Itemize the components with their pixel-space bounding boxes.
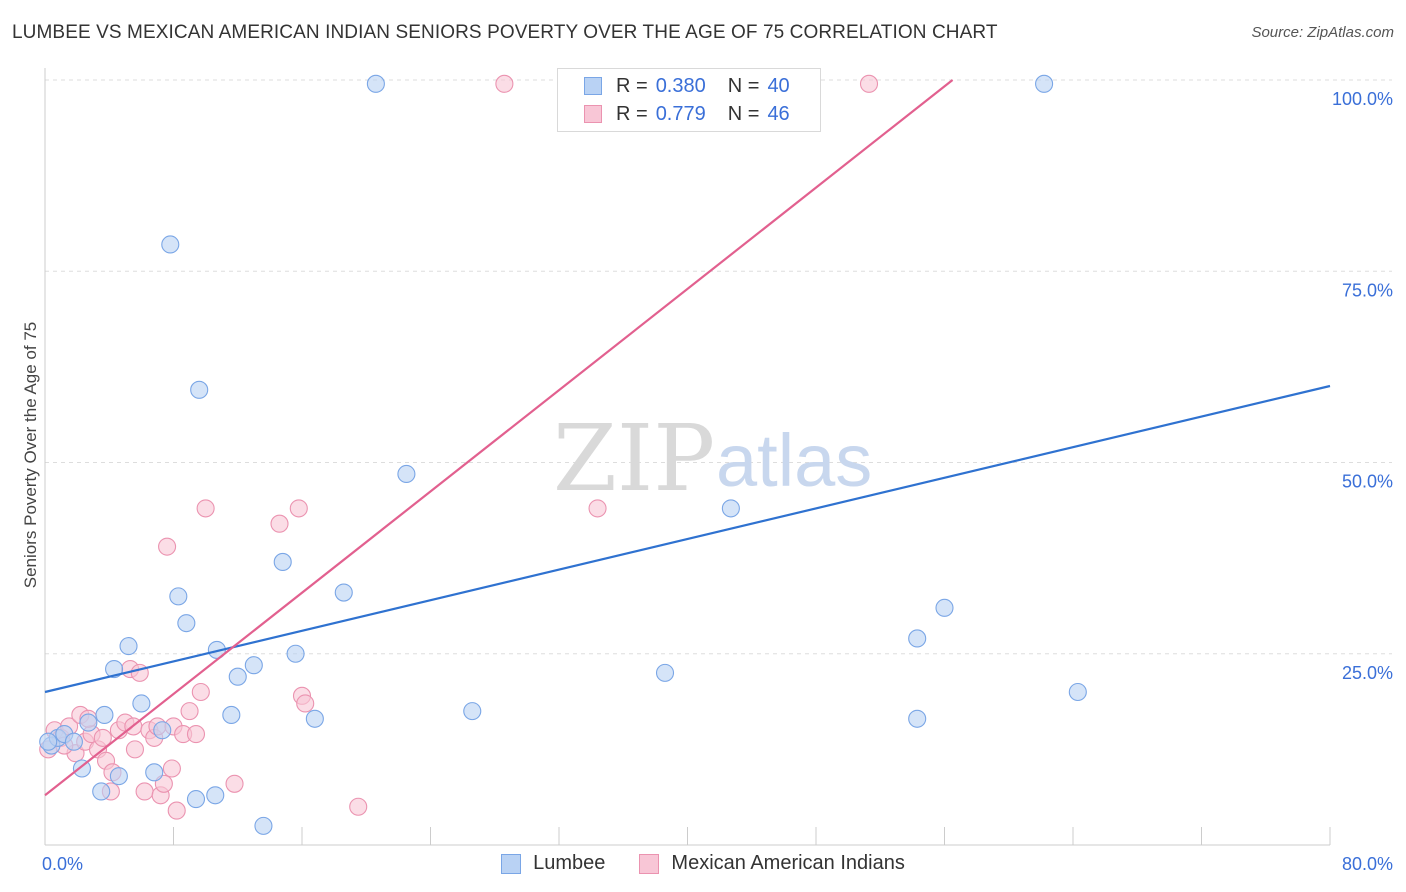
mexican-point — [125, 740, 144, 759]
lumbee-point — [655, 663, 675, 682]
mexican-point — [349, 797, 368, 816]
lumbee-point — [190, 380, 209, 399]
axis-layer — [44, 68, 1331, 846]
lumbee-point — [908, 629, 927, 648]
series-legend-label: Lumbee — [533, 852, 606, 874]
watermark: ZIP atlas — [553, 405, 872, 512]
lumbee-point — [79, 713, 98, 732]
mexican-point — [158, 537, 177, 556]
source-credit: Source: ZipAtlas.com — [1251, 24, 1394, 41]
mexican-trend-line — [44, 79, 954, 797]
lumbee-point — [64, 732, 83, 751]
legend-n-label: N = — [727, 102, 760, 125]
lumbee-point — [397, 464, 416, 484]
series-legend-lumbee[interactable]: Lumbee — [501, 852, 605, 875]
mexican-point — [180, 702, 199, 721]
lumbee-point — [463, 702, 482, 721]
label-layer: 25.0% 50.0% 75.0% 100.0% 0.0% 80.0% Seniors Po… — [21, 89, 1393, 874]
lumbee-point — [105, 659, 124, 679]
x-tick-label: 0.0% — [42, 854, 83, 874]
lumbee-point — [153, 721, 172, 740]
lumbee-point — [908, 709, 927, 728]
lumbee-point — [228, 667, 247, 686]
legend-row-mexican: R = 0.779 N = 46 — [584, 99, 790, 129]
y-tick-label: 50.0% — [1342, 472, 1393, 492]
mexican-point — [196, 499, 215, 518]
lumbee-point — [39, 732, 58, 751]
mexican-point — [495, 74, 514, 93]
legend-row-lumbee: R = 0.380 N = 40 — [584, 71, 790, 101]
legend-r-value: 0.380 — [655, 74, 706, 97]
lumbee-point — [273, 552, 292, 572]
lumbee-point — [721, 499, 740, 518]
lumbee-point — [305, 709, 324, 728]
mexican-swatch-icon — [584, 105, 602, 123]
mexican-point — [186, 725, 206, 744]
mexican-point — [93, 728, 112, 747]
series-legend-mexican[interactable]: Mexican American Indians — [639, 852, 905, 875]
correlation-legend: R = 0.380 N = 40 R = 0.779 N = 46 — [557, 68, 821, 132]
mexican-point — [135, 782, 154, 801]
lumbee-point — [95, 705, 114, 725]
mexican-point — [162, 759, 181, 778]
lumbee-point — [72, 759, 91, 778]
lumbee-point — [366, 74, 385, 93]
lumbee-point — [1068, 682, 1087, 702]
lumbee-point — [145, 763, 164, 782]
lumbee-point — [92, 782, 111, 801]
y-tick-label: 100.0% — [1332, 89, 1393, 109]
mexican-point — [167, 801, 186, 820]
points-layer — [39, 74, 1087, 835]
lumbee-point — [161, 235, 180, 254]
lumbee-trend-line — [44, 384, 1331, 694]
legend-n-value: 40 — [767, 74, 790, 97]
mexican-point — [289, 499, 308, 518]
mexican-point — [225, 774, 244, 793]
lumbee-point — [186, 790, 206, 809]
chart-title: LUMBEE VS MEXICAN AMERICAN INDIAN SENIOR… — [12, 22, 998, 43]
lumbee-point — [109, 767, 128, 786]
grid-layer — [45, 79, 1392, 655]
y-tick-label: 75.0% — [1342, 280, 1393, 300]
trend-layer — [44, 79, 1331, 797]
lumbee-point — [334, 583, 353, 602]
series-legend-label: Mexican American Indians — [671, 852, 905, 874]
watermark-atlas: atlas — [716, 419, 872, 502]
legend-r-label: R = — [616, 102, 648, 125]
series-legend: Lumbee Mexican American Indians — [0, 852, 1406, 875]
legend-n-value: 46 — [767, 102, 790, 125]
lumbee-point — [169, 587, 188, 606]
lumbee-point — [119, 637, 138, 656]
mexican-point — [191, 682, 210, 702]
lumbee-point — [1035, 74, 1054, 93]
legend-n-label: N = — [727, 74, 760, 97]
lumbee-point — [132, 694, 151, 713]
lumbee-swatch-icon — [584, 77, 602, 95]
mexican-legend-icon — [639, 853, 660, 874]
mexican-point — [588, 499, 607, 518]
watermark-zip: ZIP — [553, 405, 715, 512]
y-tick-label: 25.0% — [1342, 663, 1393, 683]
y-axis-title: Seniors Poverty Over the Age of 75 — [21, 322, 40, 588]
legend-r-label: R = — [616, 74, 648, 97]
lumbee-point — [286, 644, 305, 663]
lumbee-point — [177, 614, 196, 633]
x-tick-label: 80.0% — [1342, 854, 1393, 874]
lumbee-legend-icon — [501, 853, 522, 874]
lumbee-point — [244, 656, 263, 675]
lumbee-point — [935, 598, 954, 617]
lumbee-point — [222, 705, 241, 725]
mexican-point — [270, 514, 289, 533]
mexican-point — [859, 74, 879, 93]
legend-r-value: 0.779 — [655, 102, 706, 125]
lumbee-point — [254, 816, 273, 835]
lumbee-point — [206, 786, 225, 805]
mexican-point — [296, 694, 315, 713]
